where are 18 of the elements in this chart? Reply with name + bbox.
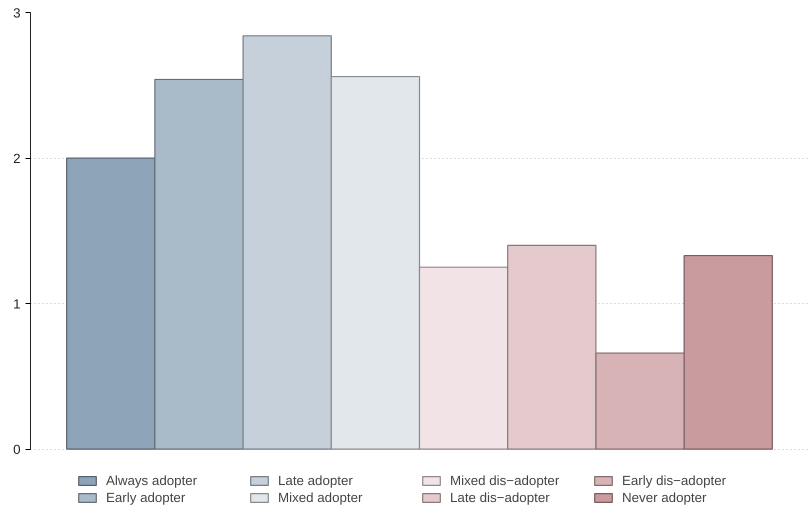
y-tick-label: 0 xyxy=(13,442,21,458)
legend-label: Early dis−adopter xyxy=(622,473,728,488)
legend-label: Late adopter xyxy=(278,473,354,488)
legend-label: Never adopter xyxy=(622,490,708,505)
legend-label: Early adopter xyxy=(106,490,186,505)
bar xyxy=(154,78,244,450)
y-tick-label: 1 xyxy=(13,296,21,312)
legend-label: Mixed adopter xyxy=(278,490,364,505)
bar xyxy=(242,35,332,450)
y-tick-label: 3 xyxy=(13,6,21,20)
legend-label: Late dis−adopter xyxy=(450,490,551,505)
legend-label: Mixed dis−adopter xyxy=(450,473,560,488)
y-tick-label: 2 xyxy=(13,151,21,166)
legend-label: Always adopter xyxy=(106,473,198,488)
bar xyxy=(684,254,773,450)
bar xyxy=(66,157,156,450)
bar xyxy=(507,244,597,450)
bar xyxy=(595,352,685,450)
